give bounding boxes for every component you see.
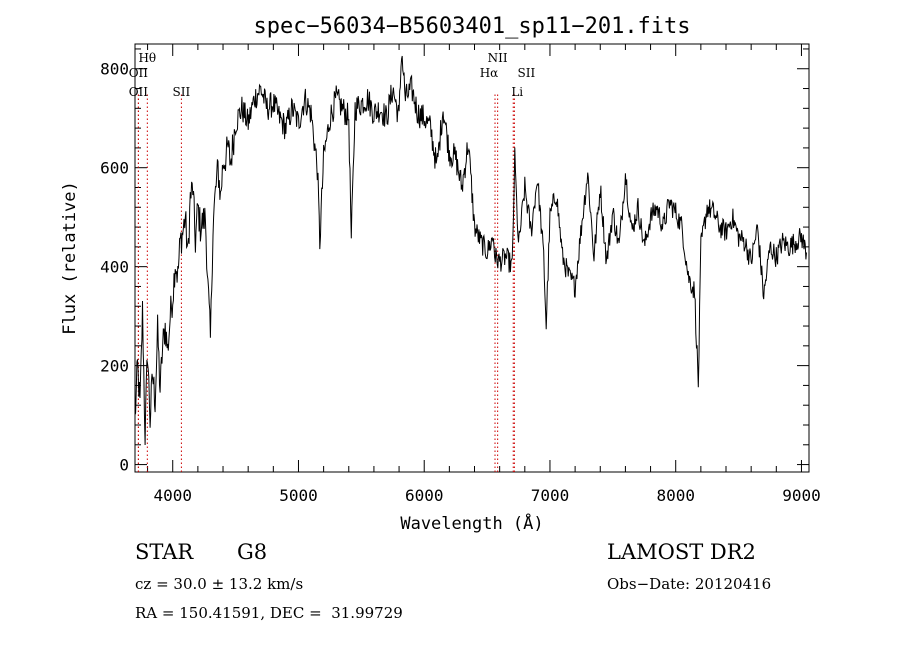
x-tick-label: 8000 xyxy=(656,486,695,505)
y-tick-label: 800 xyxy=(100,60,129,79)
survey-name: LAMOST DR2 xyxy=(607,540,756,564)
x-tick-label: 5000 xyxy=(279,486,318,505)
chart-title: spec−56034−B5603401_sp11−201.fits xyxy=(253,14,690,39)
line-marker-label: Hθ xyxy=(138,51,156,65)
line-marker-label: Hα xyxy=(480,66,499,80)
x-tick-label: 6000 xyxy=(405,486,444,505)
sky-coordinates: RA = 150.41591, DEC = 31.99729 xyxy=(135,604,403,622)
object-class: STAR xyxy=(135,540,194,564)
object-subclass: G8 xyxy=(237,540,268,564)
observation-date: Obs−Date: 20120416 xyxy=(607,575,772,593)
line-marker-label: NII xyxy=(488,51,508,65)
line-marker-label: Li xyxy=(511,85,523,99)
line-marker-label: SII xyxy=(173,85,191,99)
y-tick-label: 400 xyxy=(100,258,129,277)
y-axis-label: Flux (relative) xyxy=(60,181,80,335)
line-marker-label: OII xyxy=(129,66,149,80)
x-tick-label: 7000 xyxy=(531,486,570,505)
y-tick-label: 0 xyxy=(119,456,129,475)
line-marker-label: OII xyxy=(129,85,149,99)
x-axis-label: Wavelength (Å) xyxy=(400,512,543,534)
x-tick-label: 4000 xyxy=(153,486,192,505)
spectrum-line xyxy=(134,55,807,446)
y-tick-label: 200 xyxy=(100,357,129,376)
axis-ticks: 4000 5000 6000 7000 8000 9000 0 200 400 600 800 xyxy=(100,44,821,505)
redshift-velocity: cz = 30.0 ± 13.2 km/s xyxy=(135,575,304,593)
plot-frame xyxy=(134,43,810,473)
spectrum-series xyxy=(134,55,807,446)
line-marker-label: SII xyxy=(518,66,536,80)
y-tick-label: 600 xyxy=(100,159,129,178)
x-tick-label: 9000 xyxy=(782,486,821,505)
